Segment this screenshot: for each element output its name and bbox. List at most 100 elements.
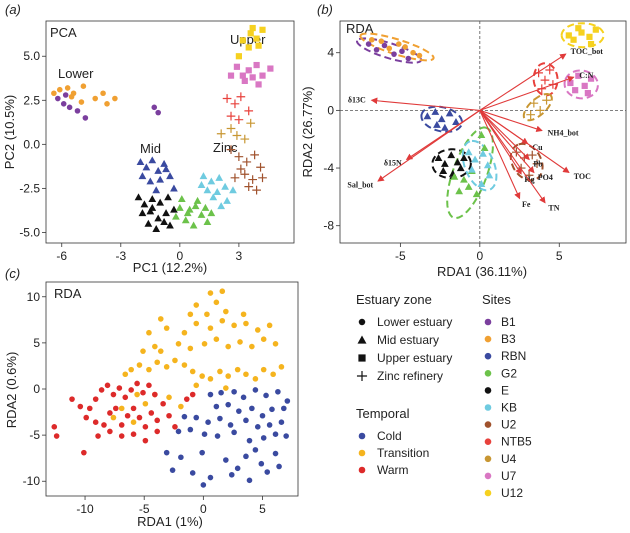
pca-point-b1 — [66, 104, 73, 111]
rda-point-u12 — [586, 33, 593, 40]
pca-point-kb — [229, 186, 237, 194]
pca-point-u2 — [226, 145, 236, 154]
pca-point-e — [154, 214, 163, 222]
temporal-point-cold — [175, 428, 182, 435]
rda-vector-label: δ13C — [348, 96, 366, 105]
rda-point-u12 — [570, 36, 577, 43]
temporal-point-transition — [249, 343, 255, 350]
pca-point-e — [138, 209, 147, 217]
legend-site-label: RBN — [501, 349, 526, 363]
temporal-point-cold — [201, 431, 208, 437]
legend-site-marker — [484, 404, 492, 411]
pca-point-e — [144, 219, 153, 227]
rda-point-u4 — [526, 110, 536, 120]
rda-vector — [377, 109, 481, 182]
pca-point-rbn — [170, 184, 178, 192]
pca-point-u12 — [255, 42, 262, 49]
legend-items: Lower estuary Mid estuary Upper estuary Zin… — [356, 315, 532, 500]
temporal-point-transition — [213, 336, 220, 342]
temporal-point-warm — [116, 385, 123, 391]
legend-zone-marker — [357, 335, 367, 344]
temporal-point-warm — [98, 387, 105, 393]
temporal-point-cold — [207, 391, 214, 398]
pca-point-u12 — [247, 30, 254, 37]
temporal-point-transition — [154, 359, 161, 366]
pca-point-rbn — [166, 172, 174, 180]
pca-point-e — [162, 209, 170, 217]
rda-point-u7 — [581, 82, 588, 89]
rda-point-u4 — [542, 95, 551, 105]
temporal-point-cold — [214, 433, 221, 439]
temporal-point-transition — [118, 405, 125, 412]
temporal-point-transition — [219, 288, 226, 295]
pca-point-e — [146, 207, 155, 215]
temporal-point-transition — [128, 366, 134, 373]
legend-sites-title: Sites — [482, 292, 511, 307]
panel-b-xtick-label: -5 — [395, 249, 406, 263]
temporal-point-cold — [252, 447, 259, 453]
temporal-point-cold — [264, 469, 271, 475]
temporal-point-transition — [207, 325, 214, 331]
panel-c-xtick-label: 0 — [200, 502, 207, 516]
temporal-point-transition — [201, 341, 208, 347]
legend-site-marker — [484, 335, 492, 343]
pca-point-u2 — [236, 164, 246, 174]
rda-point-u7 — [567, 79, 574, 87]
temporal-point-warm — [128, 387, 134, 393]
temporal-point-transition — [157, 316, 164, 322]
panel-c-points — [51, 288, 291, 488]
pca-point-kb — [209, 193, 218, 201]
legend-site-label: NTB5 — [501, 435, 532, 449]
pca-point-u7 — [267, 65, 274, 72]
pca-point-g2 — [175, 203, 184, 211]
pca-point-rbn — [142, 163, 151, 171]
temporal-point-cold — [246, 437, 253, 444]
rda-vector-label: Sal_bot — [347, 180, 373, 189]
rda-point-e — [460, 154, 468, 162]
rda-point-g2 — [472, 190, 481, 198]
temporal-point-transition — [219, 317, 226, 324]
temporal-point-transition — [243, 371, 249, 378]
pca-point-u2 — [230, 173, 240, 183]
pca-point-b3 — [56, 86, 63, 93]
temporal-point-transition — [272, 341, 279, 347]
pca-point-e — [156, 198, 165, 206]
legend-zone-marker — [356, 370, 368, 382]
temporal-point-cold — [278, 419, 285, 426]
temporal-point-transition — [225, 343, 231, 350]
pca-point-g2 — [183, 209, 192, 217]
rda-point-b1 — [391, 51, 397, 57]
panel-c-ytick-label: 10 — [27, 290, 41, 304]
pca-point-b1 — [74, 108, 81, 114]
temporal-point-warm — [154, 417, 161, 424]
temporal-point-warm — [107, 410, 113, 416]
pca-point-u7 — [259, 72, 266, 79]
panel-a-xtick-label: -6 — [56, 249, 67, 263]
pca-point-e — [152, 225, 161, 233]
pca-point-g2 — [185, 205, 194, 213]
pca-point-kb — [217, 202, 226, 210]
temporal-point-cold — [275, 388, 281, 395]
temporal-point-transition — [231, 322, 237, 329]
pca-point-g2 — [207, 209, 216, 217]
rda-point-rbn — [423, 112, 432, 120]
temporal-point-transition — [193, 382, 200, 389]
legend-temporal-label: Warm — [377, 463, 409, 477]
temporal-point-warm — [118, 433, 125, 439]
legend-site-marker — [484, 455, 492, 463]
temporal-point-warm — [130, 405, 137, 412]
temporal-point-transition — [178, 403, 184, 410]
pca-point-rbn — [138, 172, 147, 180]
rda-point-rbn — [440, 123, 449, 131]
pca-point-u4 — [240, 134, 250, 144]
rda-point-u4 — [535, 106, 545, 115]
rda-point-b1 — [405, 55, 412, 62]
pca-point-u2 — [258, 173, 267, 183]
temporal-point-cold — [281, 405, 287, 412]
panel-c-ytick-label: 5 — [33, 336, 40, 350]
panel-a-ytick-label: 2.5 — [23, 93, 40, 107]
panel-a-label: (a) — [5, 2, 21, 17]
pca-point-g2 — [197, 210, 206, 218]
rda-vector — [370, 97, 480, 111]
temporal-point-cold — [276, 463, 282, 470]
